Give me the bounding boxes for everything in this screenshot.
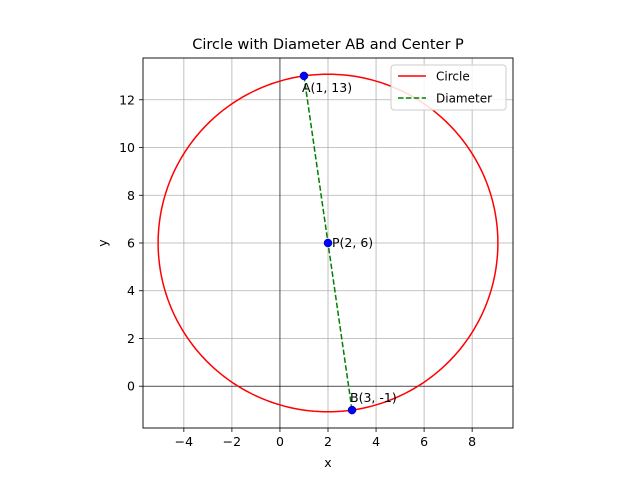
x-tick-label: 4 <box>372 434 380 449</box>
y-axis-label: y <box>95 239 110 247</box>
legend-circle-label: Circle <box>436 70 470 84</box>
legend: Circle Diameter <box>390 64 507 111</box>
point-marker <box>323 238 333 248</box>
chart-title: Circle with Diameter AB and Center P <box>192 37 464 53</box>
point-label: A(1, 13) <box>302 80 352 95</box>
x-tick-label: 8 <box>468 434 476 449</box>
point-label: B(3, -1) <box>350 390 397 405</box>
y-tick-label: 4 <box>127 283 135 298</box>
point-marker <box>347 405 357 415</box>
y-tick-label: 0 <box>127 379 135 394</box>
x-axis-label: x <box>324 455 331 470</box>
y-tick-label: 2 <box>127 331 135 346</box>
plot-area: A(1, 13) P(2, 6) B(3, -1) <box>157 71 499 415</box>
x-tick-label: −2 <box>223 434 241 449</box>
axis-ticks: −4 −2 0 2 4 6 8 0 2 4 6 8 10 12 <box>119 92 476 449</box>
y-tick-label: 10 <box>119 140 135 155</box>
y-tick-label: 12 <box>119 92 135 107</box>
point-label: P(2, 6) <box>332 235 373 250</box>
zero-axis-lines <box>143 58 513 428</box>
x-tick-label: 0 <box>276 434 284 449</box>
y-tick-label: 8 <box>127 188 135 203</box>
point-marker <box>299 71 309 81</box>
x-tick-label: 2 <box>324 434 332 449</box>
x-tick-label: 6 <box>420 434 428 449</box>
y-tick-label: 6 <box>127 236 135 251</box>
x-tick-label: −4 <box>175 434 193 449</box>
legend-diameter-label: Diameter <box>436 92 492 106</box>
